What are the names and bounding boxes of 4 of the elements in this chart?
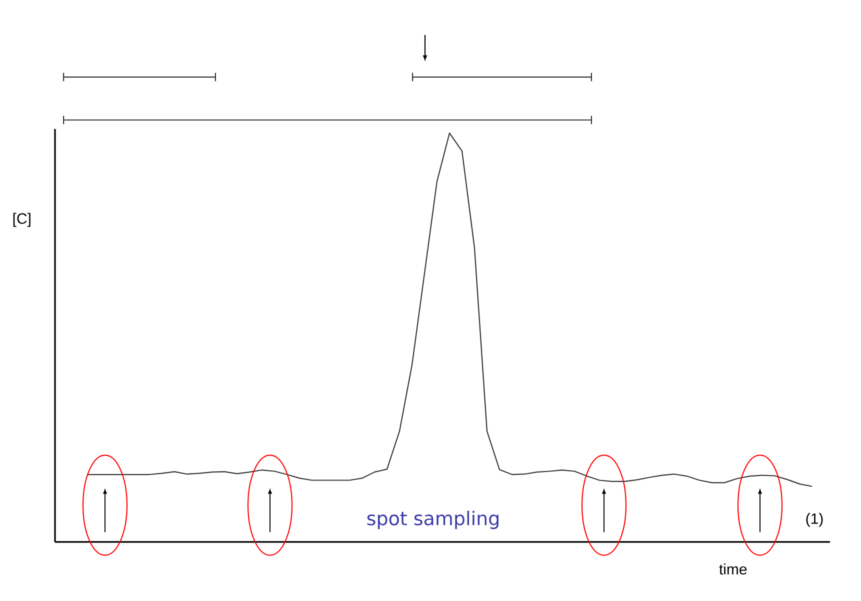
x-axis-title: time — [719, 564, 747, 575]
annotation: spot sampling — [367, 510, 498, 530]
y-axis-title: [C] — [13, 212, 30, 227]
annotation: (1) — [806, 512, 823, 527]
